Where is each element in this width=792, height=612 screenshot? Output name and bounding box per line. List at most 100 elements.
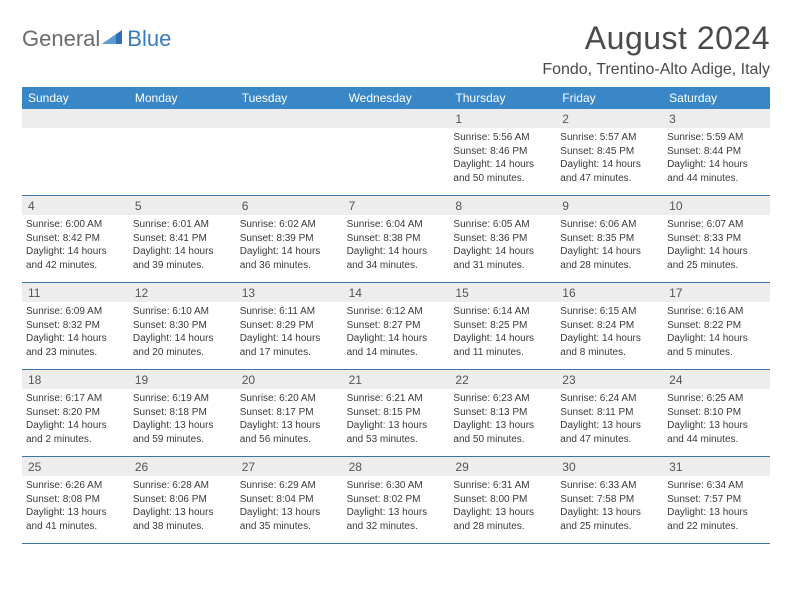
sunset-text: Sunset: 8:11 PM	[560, 406, 659, 420]
sunset-text: Sunset: 8:15 PM	[347, 406, 446, 420]
day-number: 28	[343, 457, 450, 476]
day-number: 8	[449, 196, 556, 215]
sunset-text: Sunset: 8:32 PM	[26, 319, 125, 333]
day-number: 21	[343, 370, 450, 389]
sunset-text: Sunset: 8:44 PM	[667, 145, 766, 159]
sunset-text: Sunset: 8:17 PM	[240, 406, 339, 420]
day-cell: 9Sunrise: 6:06 AMSunset: 8:35 PMDaylight…	[556, 196, 663, 282]
header: General Blue August 2024 Fondo, Trentino…	[22, 20, 770, 79]
day-cell	[343, 109, 450, 195]
day-number: 22	[449, 370, 556, 389]
day-number: 16	[556, 283, 663, 302]
weekday-header: Wednesday	[343, 87, 450, 109]
weekday-header: Friday	[556, 87, 663, 109]
daylight-text: Daylight: 13 hours and 50 minutes.	[453, 419, 552, 446]
day-number: 3	[663, 109, 770, 128]
daylight-text: Daylight: 14 hours and 2 minutes.	[26, 419, 125, 446]
sunset-text: Sunset: 8:18 PM	[133, 406, 232, 420]
sunrise-text: Sunrise: 6:15 AM	[560, 305, 659, 319]
sunrise-text: Sunrise: 6:06 AM	[560, 218, 659, 232]
day-cell: 16Sunrise: 6:15 AMSunset: 8:24 PMDayligh…	[556, 283, 663, 369]
day-info: Sunrise: 6:34 AMSunset: 7:57 PMDaylight:…	[663, 476, 770, 536]
daylight-text: Daylight: 13 hours and 35 minutes.	[240, 506, 339, 533]
daylight-text: Daylight: 13 hours and 41 minutes.	[26, 506, 125, 533]
day-number: 24	[663, 370, 770, 389]
day-number: 19	[129, 370, 236, 389]
day-number: 1	[449, 109, 556, 128]
day-number: 20	[236, 370, 343, 389]
day-cell: 15Sunrise: 6:14 AMSunset: 8:25 PMDayligh…	[449, 283, 556, 369]
sunrise-text: Sunrise: 6:21 AM	[347, 392, 446, 406]
sunset-text: Sunset: 8:10 PM	[667, 406, 766, 420]
day-info: Sunrise: 6:23 AMSunset: 8:13 PMDaylight:…	[449, 389, 556, 449]
weekday-header: Thursday	[449, 87, 556, 109]
day-info: Sunrise: 6:06 AMSunset: 8:35 PMDaylight:…	[556, 215, 663, 275]
day-info: Sunrise: 5:57 AMSunset: 8:45 PMDaylight:…	[556, 128, 663, 188]
day-cell: 5Sunrise: 6:01 AMSunset: 8:41 PMDaylight…	[129, 196, 236, 282]
sunset-text: Sunset: 8:02 PM	[347, 493, 446, 507]
sunset-text: Sunset: 8:42 PM	[26, 232, 125, 246]
sunrise-text: Sunrise: 6:20 AM	[240, 392, 339, 406]
day-number: 2	[556, 109, 663, 128]
day-cell: 19Sunrise: 6:19 AMSunset: 8:18 PMDayligh…	[129, 370, 236, 456]
day-cell: 14Sunrise: 6:12 AMSunset: 8:27 PMDayligh…	[343, 283, 450, 369]
day-cell	[22, 109, 129, 195]
daylight-text: Daylight: 14 hours and 23 minutes.	[26, 332, 125, 359]
week-row: 1Sunrise: 5:56 AMSunset: 8:46 PMDaylight…	[22, 109, 770, 196]
brand-part1: General	[22, 26, 100, 52]
day-info: Sunrise: 6:25 AMSunset: 8:10 PMDaylight:…	[663, 389, 770, 449]
day-info: Sunrise: 6:05 AMSunset: 8:36 PMDaylight:…	[449, 215, 556, 275]
sunrise-text: Sunrise: 6:24 AM	[560, 392, 659, 406]
day-cell: 6Sunrise: 6:02 AMSunset: 8:39 PMDaylight…	[236, 196, 343, 282]
sunset-text: Sunset: 8:24 PM	[560, 319, 659, 333]
sunset-text: Sunset: 8:30 PM	[133, 319, 232, 333]
day-cell: 20 Sunrise: 6:20 AMSunset: 8:17 PMDayligh…	[236, 370, 343, 456]
daylight-text: Daylight: 14 hours and 20 minutes.	[133, 332, 232, 359]
daylight-text: Daylight: 14 hours and 42 minutes.	[26, 245, 125, 272]
sunrise-text: Sunrise: 6:29 AM	[240, 479, 339, 493]
sunset-text: Sunset: 8:04 PM	[240, 493, 339, 507]
sunrise-text: Sunrise: 6:07 AM	[667, 218, 766, 232]
day-info: Sunrise: 6:15 AMSunset: 8:24 PMDaylight:…	[556, 302, 663, 362]
daylight-text: Daylight: 14 hours and 39 minutes.	[133, 245, 232, 272]
sunrise-text: Sunrise: 6:17 AM	[26, 392, 125, 406]
day-cell: 13Sunrise: 6:11 AMSunset: 8:29 PMDayligh…	[236, 283, 343, 369]
day-number: 4	[22, 196, 129, 215]
day-cell: 30Sunrise: 6:33 AMSunset: 7:58 PMDayligh…	[556, 457, 663, 543]
sunset-text: Sunset: 8:29 PM	[240, 319, 339, 333]
daylight-text: Daylight: 14 hours and 47 minutes.	[560, 158, 659, 185]
week-row: 18Sunrise: 6:17 AMSunset: 8:20 PMDayligh…	[22, 370, 770, 457]
brand-logo: General Blue	[22, 26, 171, 52]
daylight-text: Daylight: 13 hours and 56 minutes.	[240, 419, 339, 446]
sunset-text: Sunset: 8:35 PM	[560, 232, 659, 246]
sunrise-text: Sunrise: 6:00 AM	[26, 218, 125, 232]
day-number: 18	[22, 370, 129, 389]
day-info: Sunrise: 6:01 AMSunset: 8:41 PMDaylight:…	[129, 215, 236, 275]
day-number: 26	[129, 457, 236, 476]
day-info: Sunrise: 6:11 AMSunset: 8:29 PMDaylight:…	[236, 302, 343, 362]
day-cell: 11Sunrise: 6:09 AMSunset: 8:32 PMDayligh…	[22, 283, 129, 369]
sunrise-text: Sunrise: 6:16 AM	[667, 305, 766, 319]
daylight-text: Daylight: 13 hours and 28 minutes.	[453, 506, 552, 533]
day-cell: 3Sunrise: 5:59 AMSunset: 8:44 PMDaylight…	[663, 109, 770, 195]
day-number: 11	[22, 283, 129, 302]
sunrise-text: Sunrise: 6:10 AM	[133, 305, 232, 319]
calendar-grid: Sunday Monday Tuesday Wednesday Thursday…	[22, 87, 770, 544]
day-cell: 2Sunrise: 5:57 AMSunset: 8:45 PMDaylight…	[556, 109, 663, 195]
daylight-text: Daylight: 13 hours and 25 minutes.	[560, 506, 659, 533]
day-cell: 17Sunrise: 6:16 AMSunset: 8:22 PMDayligh…	[663, 283, 770, 369]
sunset-text: Sunset: 7:57 PM	[667, 493, 766, 507]
day-info: Sunrise: 5:56 AMSunset: 8:46 PMDaylight:…	[449, 128, 556, 188]
sunrise-text: Sunrise: 6:05 AM	[453, 218, 552, 232]
day-number: 27	[236, 457, 343, 476]
day-number: 30	[556, 457, 663, 476]
daylight-text: Daylight: 13 hours and 47 minutes.	[560, 419, 659, 446]
daylight-text: Daylight: 14 hours and 34 minutes.	[347, 245, 446, 272]
day-info: Sunrise: 6:07 AMSunset: 8:33 PMDaylight:…	[663, 215, 770, 275]
sunset-text: Sunset: 8:39 PM	[240, 232, 339, 246]
day-number: 5	[129, 196, 236, 215]
day-cell: 22Sunrise: 6:23 AMSunset: 8:13 PMDayligh…	[449, 370, 556, 456]
sunrise-text: Sunrise: 6:01 AM	[133, 218, 232, 232]
sunrise-text: Sunrise: 5:59 AM	[667, 131, 766, 145]
daylight-text: Daylight: 14 hours and 14 minutes.	[347, 332, 446, 359]
